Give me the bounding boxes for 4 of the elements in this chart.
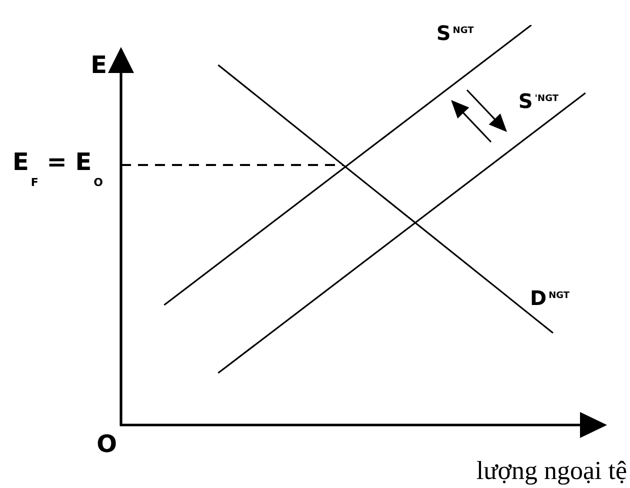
x-axis-title: lượng ngoại tệ xyxy=(476,456,627,485)
y-axis-title: E xyxy=(90,51,108,79)
ref-line-label: EF = EO xyxy=(12,148,104,189)
text: O xyxy=(96,430,118,458)
